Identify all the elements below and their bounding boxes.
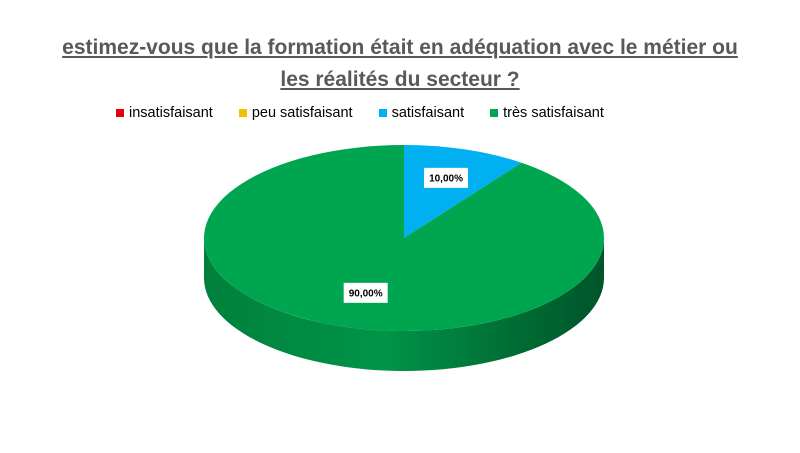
pie-sides [204,238,604,371]
chart-title-line-1: estimez-vous que la formation était en a… [62,36,738,59]
legend-item-insatisfaisant: insatisfaisant [116,105,213,121]
legend-label: satisfaisant [391,105,465,121]
legend-item-tres-satisfaisant: très satisfaisant [490,105,604,121]
legend-label: très satisfaisant [503,105,604,121]
pie-labels: 10,00% 90,00% [343,167,469,303]
legend-label: peu satisfaisant [251,105,353,121]
pie-side-wall [204,238,604,371]
pie-tops [204,145,604,331]
data-label-text: 90,00% [349,288,383,299]
legend-swatch [116,109,124,117]
legend-item-peu-satisfaisant: peu satisfaisant [238,105,353,121]
chart-legend: insatisfaisant peu satisfaisant satisfai… [116,103,630,123]
pie-slice-très-satisfaisant [204,145,604,331]
legend-swatch [238,109,247,117]
legend-item-satisfaisant: satisfaisant [378,105,465,121]
data-label-box [424,167,469,188]
data-label: 10,00% [424,167,469,188]
data-label-text: 10,00% [429,173,463,184]
legend-swatch [378,109,387,117]
data-label-box [343,282,388,303]
chart-title-line-2: les réalités du secteur ? [280,68,520,91]
legend-swatch [490,109,499,117]
legend-label: insatisfaisant [129,105,213,121]
data-label: 90,00% [343,282,388,303]
chart-title: estimez-vous que la formation était en a… [60,32,740,96]
